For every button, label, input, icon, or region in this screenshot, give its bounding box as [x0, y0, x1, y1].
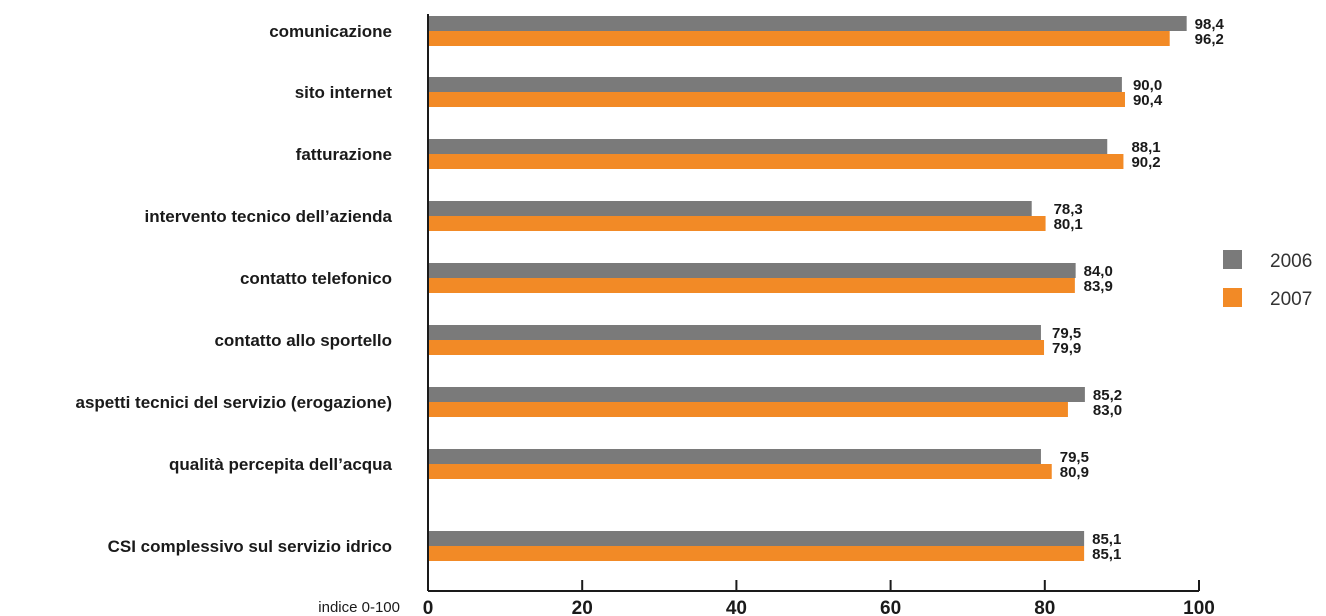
bar-2006 [428, 449, 1041, 464]
legend: 2006 2007 [1223, 250, 1312, 310]
value-label-2006: 84,0 [1084, 263, 1113, 280]
x-tick-label: 100 [1183, 598, 1215, 616]
bar-2007 [428, 92, 1125, 107]
x-axis-unit-label: indice 0-100 [318, 599, 400, 616]
value-label-2007: 90,4 [1133, 92, 1163, 109]
category-label: comunicazione [269, 22, 392, 41]
bar-2006 [428, 531, 1085, 546]
bar-2007 [428, 31, 1170, 46]
category-label: contatto telefonico [240, 269, 392, 288]
bar-2006 [428, 325, 1041, 340]
value-label-2006: 79,5 [1060, 449, 1089, 466]
value-label-2006: 98,4 [1195, 16, 1225, 33]
x-axis-ticks: 0 20 40 60 80 100 [423, 580, 1215, 616]
bar-2006 [428, 77, 1122, 92]
value-label-2006: 90,0 [1133, 77, 1162, 94]
bar-2007 [428, 402, 1068, 417]
legend-label-2007: 2007 [1270, 289, 1312, 310]
value-label-2007: 85,1 [1092, 546, 1121, 563]
bar-2007 [428, 278, 1075, 293]
category-label: intervento tecnico dell’azienda [144, 207, 392, 226]
x-tick-label: 40 [726, 598, 747, 616]
bar-2006 [428, 263, 1076, 278]
x-tick-label: 20 [572, 598, 593, 616]
bar-2007 [428, 340, 1045, 355]
category-label: CSI complessivo sul servizio idrico [108, 537, 392, 556]
value-label-2007: 80,9 [1060, 464, 1089, 481]
bar-2007 [428, 154, 1124, 169]
value-label-2007: 79,9 [1052, 340, 1081, 357]
category-label: aspetti tecnici del servizio (erogazione… [76, 393, 392, 412]
legend-label-2006: 2006 [1270, 251, 1312, 272]
bar-2006 [428, 387, 1085, 402]
bar-2007 [428, 464, 1052, 479]
legend-swatch-2007 [1223, 288, 1242, 307]
bar-2006 [428, 201, 1032, 216]
value-label-2007: 83,9 [1084, 278, 1113, 295]
value-label-2007: 83,0 [1093, 402, 1122, 419]
bar-2007 [428, 216, 1046, 231]
value-label-2006: 88,1 [1131, 139, 1160, 156]
category-label: sito internet [295, 83, 393, 102]
category-label: qualità percepita dell’acqua [169, 455, 393, 474]
bar-2006 [428, 16, 1187, 31]
x-tick-label: 60 [880, 598, 901, 616]
category-labels: comunicazione sito internet fatturazione in… [76, 22, 393, 556]
bar-2006 [428, 139, 1108, 154]
value-label-2006: 79,5 [1052, 325, 1081, 342]
x-tick-label: 0 [423, 598, 434, 616]
bars-group [428, 16, 1187, 561]
value-label-2007: 90,2 [1131, 154, 1160, 171]
value-label-2006: 85,2 [1093, 387, 1122, 404]
value-label-2007: 96,2 [1195, 31, 1224, 48]
legend-swatch-2006 [1223, 250, 1242, 269]
value-label-2006: 85,1 [1092, 531, 1121, 548]
x-tick-label: 80 [1034, 598, 1055, 616]
value-label-2007: 80,1 [1054, 216, 1083, 233]
value-labels: 98,496,2 90,090,4 88,190,2 78,380,1 84,083,9… [1052, 16, 1224, 563]
category-label: fatturazione [296, 145, 392, 164]
category-label: contatto allo sportello [214, 331, 392, 350]
bar-2007 [428, 546, 1085, 561]
value-label-2006: 78,3 [1054, 201, 1083, 218]
